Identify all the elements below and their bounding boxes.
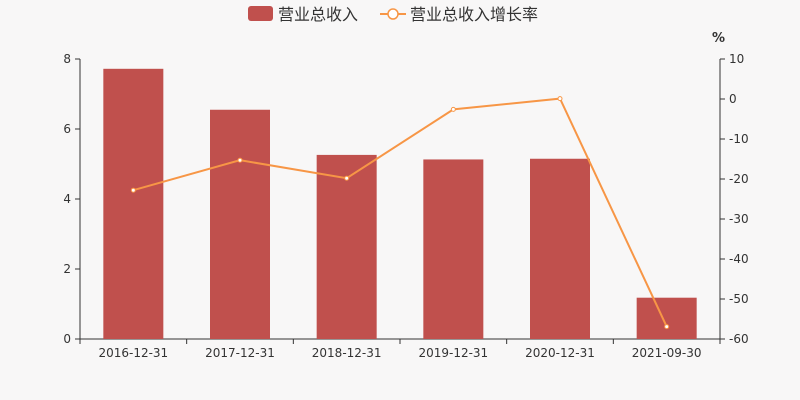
growth-rate-line: [133, 97, 668, 328]
x-tick-label: 2017-12-31: [205, 346, 275, 360]
x-tick-label: 2021-09-30: [632, 346, 702, 360]
revenue-bar: [636, 297, 697, 339]
x-tick-label: 2018-12-31: [312, 346, 382, 360]
growth-rate-point: [130, 187, 136, 193]
x-tick-label: 2020-12-31: [525, 346, 595, 360]
plot-area: 0 2 4 6 8 10 0 -10 -20 -30 -40 -50 -60 2016-12-31 2017…: [63, 52, 748, 360]
y-left-tick-label: 2: [63, 262, 71, 276]
y-right-tick-label: -40: [729, 252, 749, 266]
y-right-tick-label: 0: [729, 92, 737, 106]
growth-rate-point: [557, 96, 563, 102]
y-right-tick-label: -20: [729, 172, 749, 186]
growth-rate-point: [450, 106, 456, 112]
growth-rate-point: [237, 157, 243, 163]
x-tick-label: 2016-12-31: [98, 346, 168, 360]
y-left-tick-label: 6: [63, 122, 71, 136]
revenue-bar: [103, 68, 164, 340]
y-left-tick-label: 0: [63, 332, 71, 346]
revenue-bar: [530, 158, 590, 339]
legend-label-growth[interactable]: 营业总收入增长率: [410, 5, 538, 24]
legend: 营业总收入 营业总收入增长率: [248, 5, 538, 24]
legend-marker-growth[interactable]: [387, 8, 399, 20]
revenue-bar: [210, 109, 270, 339]
growth-rate-point: [664, 324, 670, 330]
revenue-bar: [423, 159, 484, 339]
growth-rate-point: [344, 175, 350, 181]
y-right-tick-label: -10: [729, 132, 749, 146]
legend-label-revenue[interactable]: 营业总收入: [278, 5, 358, 24]
y-left-tick-label: 4: [63, 192, 71, 206]
y-right-tick-label: -60: [729, 332, 749, 346]
revenue-bar: [316, 154, 377, 339]
y-right-tick-label: -30: [729, 212, 749, 226]
y-right-tick-label: 10: [729, 52, 744, 66]
x-tick-label: 2019-12-31: [418, 346, 488, 360]
right-axis-unit: %: [712, 31, 725, 46]
y-right-tick-label: -50: [729, 292, 749, 306]
y-left-tick-label: 8: [63, 52, 71, 66]
legend-swatch-revenue[interactable]: [248, 6, 273, 21]
